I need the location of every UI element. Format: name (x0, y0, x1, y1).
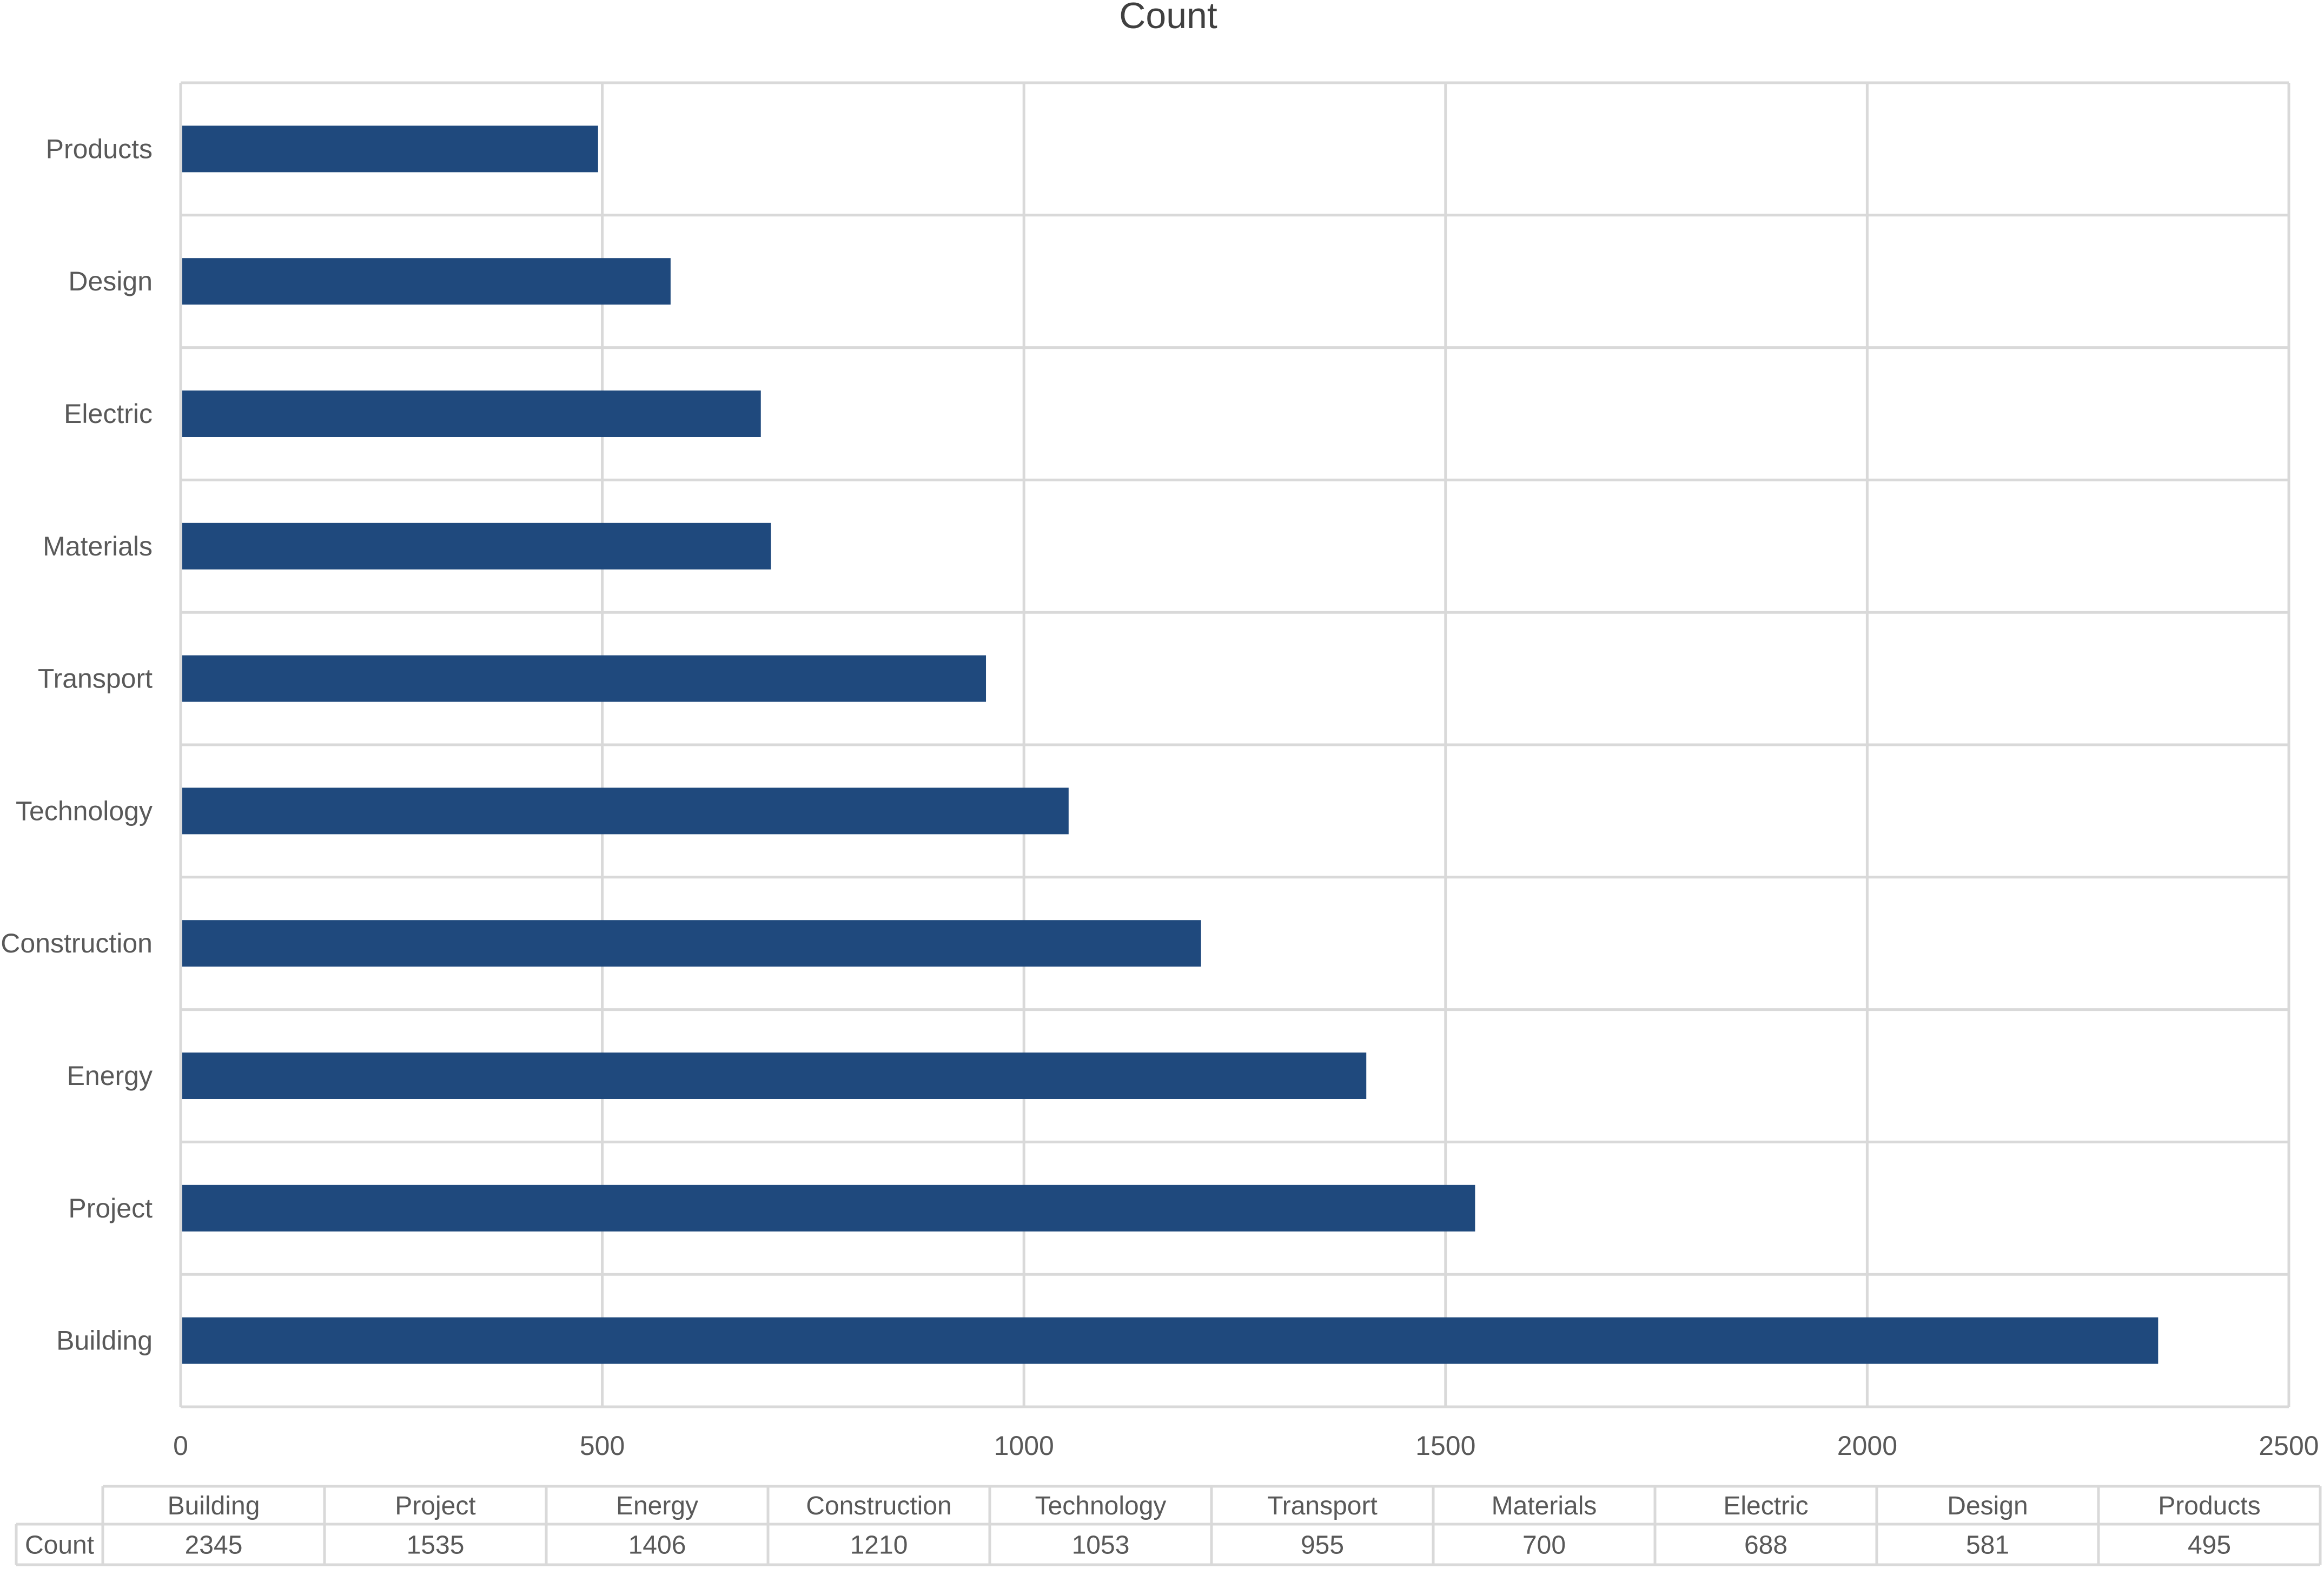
y-category-label: Energy (67, 1061, 153, 1091)
table-value-cell: 1210 (850, 1531, 908, 1560)
y-category-label: Project (68, 1193, 153, 1223)
table-header-cell: Transport (1267, 1492, 1378, 1520)
table-value-cell: 495 (2188, 1531, 2231, 1560)
table-value-cell: 1535 (407, 1531, 465, 1560)
x-tick-label: 2000 (1837, 1431, 1897, 1461)
chart-title: Count (1119, 0, 1217, 36)
bar (182, 258, 671, 305)
gridlines (179, 81, 2290, 1408)
bar (182, 125, 598, 173)
x-tick-label: 0 (173, 1431, 188, 1461)
y-category-label: Products (46, 134, 153, 164)
value-axis-tick-labels: 0 500 1000 1500 2000 2500 (173, 1431, 2319, 1461)
table-header-cell: Electric (1723, 1492, 1808, 1520)
bars (182, 125, 2159, 1364)
table-value-cell: 2345 (185, 1531, 243, 1560)
table-header-cell: Materials (1492, 1492, 1597, 1520)
table-value-cell: 581 (1966, 1531, 2009, 1560)
bar (182, 655, 986, 702)
table-value-cell: 700 (1522, 1531, 1566, 1560)
table-header-cell: Energy (616, 1492, 698, 1520)
table-value-cell: 1053 (1072, 1531, 1130, 1560)
table-header-cell: Design (1947, 1492, 2028, 1520)
y-category-label: Transport (38, 664, 153, 694)
y-category-label: Building (56, 1326, 153, 1356)
y-category-label: Construction (1, 928, 153, 958)
bar (182, 1184, 1475, 1232)
x-tick-label: 500 (580, 1431, 625, 1461)
table-header-cell: Building (168, 1492, 260, 1520)
bar (182, 1053, 1367, 1099)
table-header-cell: Project (395, 1492, 475, 1520)
y-category-label: Design (68, 266, 153, 296)
table-value-cell: 955 (1301, 1531, 1344, 1560)
y-category-label: Electric (64, 399, 153, 429)
bar (182, 788, 1069, 835)
y-category-label: Materials (43, 531, 153, 561)
y-category-label: Technology (16, 796, 153, 826)
table-header-cell: Technology (1035, 1492, 1167, 1520)
bar (182, 522, 771, 570)
table-header-cell: Products (2158, 1492, 2260, 1520)
x-tick-label: 1500 (1415, 1431, 1475, 1461)
x-tick-label: 2500 (2259, 1431, 2319, 1461)
table-row-label: Count (25, 1531, 94, 1560)
bar (182, 920, 1201, 967)
x-tick-label: 1000 (994, 1431, 1054, 1461)
category-axis-labels: Building Project Energy Construction Technol… (1, 134, 153, 1355)
table-value-cell: 688 (1744, 1531, 1787, 1560)
table-header-cell: Construction (806, 1492, 951, 1520)
bar (182, 1317, 2159, 1364)
bar (182, 391, 761, 437)
data-table: Building 2345 Project 1535 Energy 1406 Constru… (15, 1485, 2322, 1566)
table-value-cell: 1406 (628, 1531, 686, 1560)
